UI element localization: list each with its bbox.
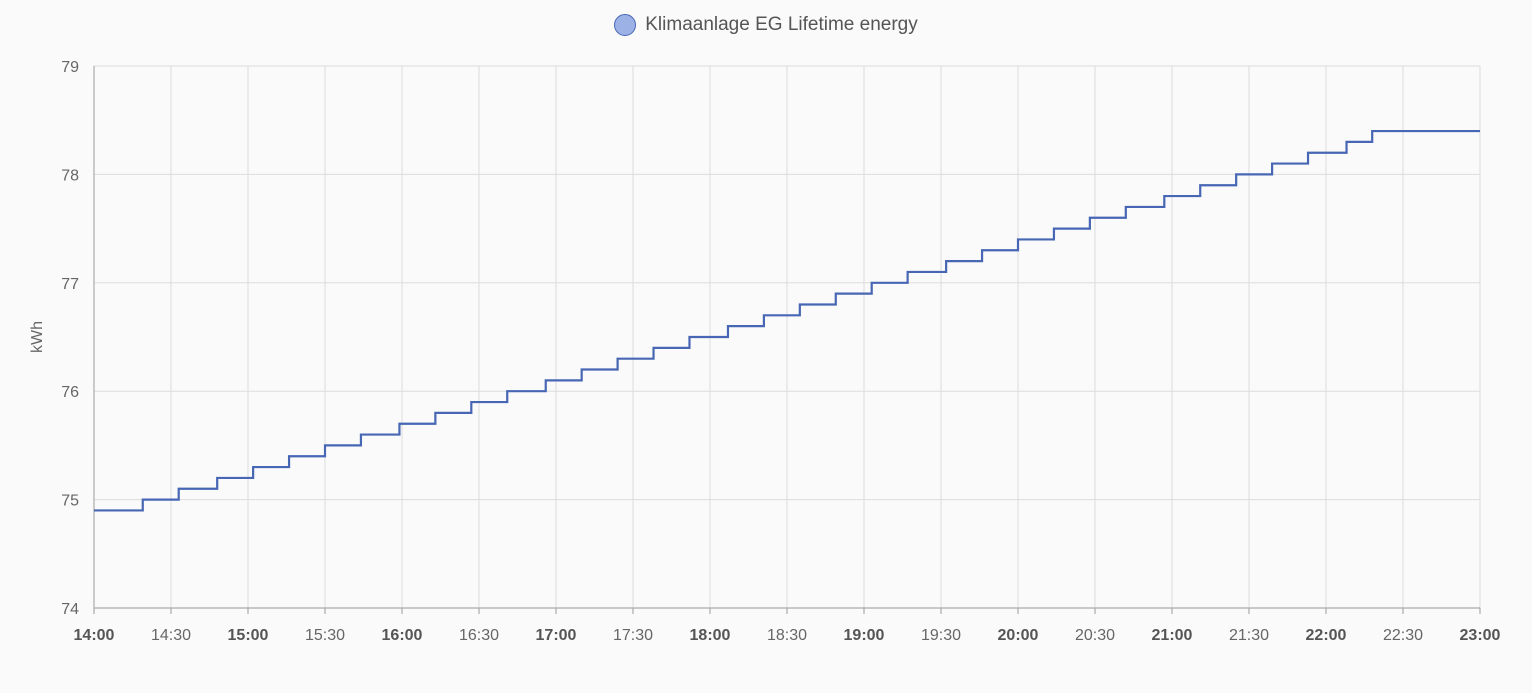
- x-tick-label: 17:00: [536, 627, 577, 644]
- x-tick-label: 18:00: [690, 627, 731, 644]
- x-tick-label: 15:30: [305, 627, 345, 644]
- y-tick-label: 75: [61, 493, 79, 510]
- legend-label: Klimaanlage EG Lifetime energy: [645, 14, 918, 35]
- x-tick-label: 14:30: [151, 627, 191, 644]
- x-tick-label: 18:30: [767, 627, 807, 644]
- y-tick-label: 77: [61, 276, 79, 293]
- y-axis-label: kWh: [29, 321, 46, 353]
- series-line: [94, 129, 1480, 512]
- x-tick-label: 14:00: [74, 627, 115, 644]
- legend-swatch-icon: [614, 14, 637, 36]
- x-tick-label: 20:30: [1075, 627, 1115, 644]
- chart-legend[interactable]: Klimaanlage EG Lifetime energy: [0, 14, 1532, 36]
- x-tick-label: 15:00: [228, 627, 269, 644]
- x-tick-label: 16:30: [459, 627, 499, 644]
- y-tick-label: 74: [61, 601, 79, 618]
- x-tick-label: 21:30: [1229, 627, 1269, 644]
- x-tick-label: 23:00: [1460, 627, 1501, 644]
- x-tick-label: 16:00: [382, 627, 423, 644]
- x-tick-label: 21:00: [1152, 627, 1193, 644]
- y-tick-label: 79: [61, 59, 79, 76]
- y-tick-label: 78: [61, 167, 79, 184]
- x-tick-label: 19:30: [921, 627, 961, 644]
- x-tick-label: 22:30: [1383, 627, 1423, 644]
- x-tick-label: 17:30: [613, 627, 653, 644]
- y-tick-label: 76: [61, 384, 79, 401]
- x-tick-label: 22:00: [1306, 627, 1347, 644]
- x-tick-label: 20:00: [998, 627, 1039, 644]
- x-tick-label: 19:00: [844, 627, 885, 644]
